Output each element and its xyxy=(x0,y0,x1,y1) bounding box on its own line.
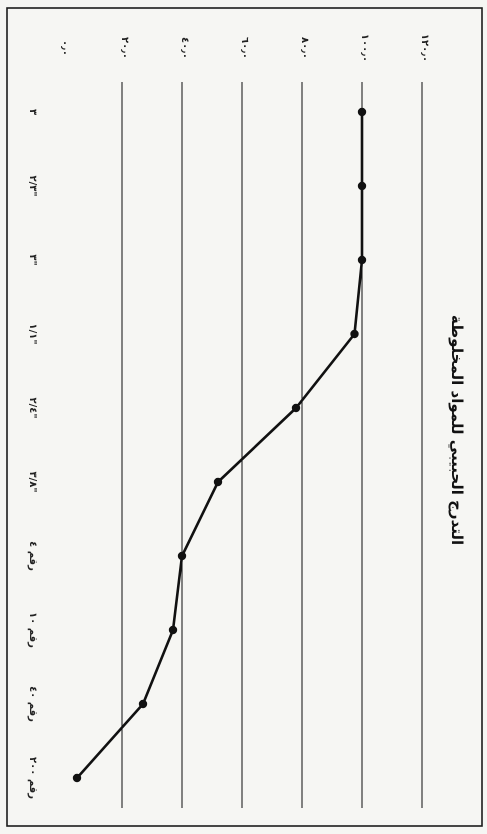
series-markers xyxy=(72,107,367,783)
y-tick-label: ٢٠٫٠ xyxy=(119,37,130,59)
data-point xyxy=(138,699,148,709)
grid-lines xyxy=(121,82,423,808)
chart-title: التدرج الحبيبي للمواد المخلوطة xyxy=(448,315,466,545)
y-tick-label: ١٢٠٫٠ xyxy=(419,34,430,62)
y-tick-labels: ٠٫٠ ٢٠٫٠ ٤٠٫٠ ٦٠٫٠ ٨٠٫٠ ١٠٠٫٠ ١٢٠٫٠ xyxy=(59,34,430,62)
x-tick-label: ٣ xyxy=(27,109,38,115)
data-point xyxy=(213,477,223,487)
data-point xyxy=(350,329,359,339)
data-point xyxy=(357,181,367,191)
x-tick-label: رقم ٤٠ xyxy=(27,686,38,722)
y-tick-label: ٦٠٫٠ xyxy=(239,37,250,59)
x-tick-label: ١/١" xyxy=(27,323,38,344)
y-tick-label: ٤٠٫٠ xyxy=(179,37,190,59)
x-tick-label: ٣" xyxy=(27,254,38,265)
chart-frame xyxy=(6,7,483,827)
data-point xyxy=(357,255,367,265)
data-point xyxy=(357,107,367,117)
x-tick-label: ٢/٣" xyxy=(27,175,38,196)
x-tick-label: رقم ٤ xyxy=(27,541,38,571)
y-tick-label: ١٠٠٫٠ xyxy=(359,34,370,62)
y-tick-label: ٨٠٫٠ xyxy=(299,37,310,59)
data-point xyxy=(291,403,301,413)
x-tick-label: ٣/٨" xyxy=(27,471,38,492)
x-tick-label: ٢/٤" xyxy=(27,397,38,418)
data-point xyxy=(168,625,178,635)
y-tick-label: ٠٫٠ xyxy=(59,40,70,56)
data-point xyxy=(72,773,82,783)
data-point xyxy=(177,551,187,561)
x-tick-labels: ٣ ٢/٣" ٣" ١/١" ٢/٤" ٣/٨" رقم ٤ رقم ١٠ رقم ٤٠ رقم … xyxy=(27,109,38,799)
x-tick-label: رقم ١٠ xyxy=(27,612,38,648)
series-line xyxy=(76,112,364,779)
x-tick-label: رقم ٢٠٠ xyxy=(27,757,38,799)
